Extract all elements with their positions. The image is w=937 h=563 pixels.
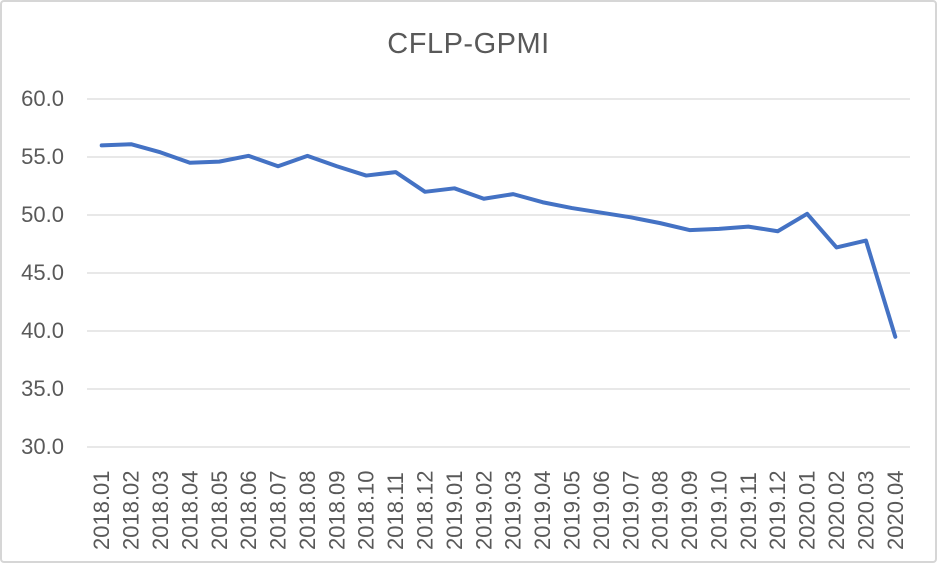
x-tick-label: 2019.09 xyxy=(677,470,702,550)
x-tick-label: 2018.11 xyxy=(383,472,408,550)
y-tick-label: 45.0 xyxy=(21,260,64,285)
x-tick-label: 2020.02 xyxy=(824,470,849,550)
x-tick-label: 2018.05 xyxy=(207,470,232,550)
y-tick-label: 40.0 xyxy=(21,318,64,343)
x-tick-label: 2018.08 xyxy=(295,470,320,550)
x-tick-label: 2019.02 xyxy=(471,470,496,550)
x-tick-label: 2019.07 xyxy=(618,470,643,550)
y-tick-label: 30.0 xyxy=(21,434,64,459)
x-tick-label: 2018.06 xyxy=(236,470,261,550)
x-tick-label: 2020.04 xyxy=(883,470,908,550)
y-tick-label: 50.0 xyxy=(21,202,64,227)
x-tick-label: 2020.01 xyxy=(795,470,820,550)
x-tick-label: 2018.02 xyxy=(119,470,144,550)
x-tick-label: 2019.06 xyxy=(589,470,614,550)
y-tick-label: 35.0 xyxy=(21,376,64,401)
x-tick-label: 2019.08 xyxy=(648,470,673,550)
x-tick-label: 2019.04 xyxy=(530,470,555,550)
x-tick-label: 2018.07 xyxy=(266,470,291,550)
x-tick-label: 2019.10 xyxy=(706,470,731,550)
y-tick-label: 55.0 xyxy=(21,144,64,169)
x-tick-label: 2018.01 xyxy=(89,470,114,550)
x-tick-label: 2019.03 xyxy=(501,470,526,550)
x-tick-label: 2018.03 xyxy=(148,470,173,550)
x-tick-label: 2020.03 xyxy=(853,470,878,550)
x-tick-label: 2018.12 xyxy=(413,470,438,550)
x-tick-label: 2019.05 xyxy=(559,470,584,550)
x-tick-label: 2019.12 xyxy=(765,470,790,550)
y-tick-label: 60.0 xyxy=(21,86,64,111)
chart-title: CFLP-GPMI xyxy=(387,28,550,60)
x-tick-label: 2018.09 xyxy=(324,470,349,550)
x-tick-label: 2018.04 xyxy=(177,470,202,550)
x-tick-label: 2019.11 xyxy=(736,472,761,550)
x-tick-label: 2018.10 xyxy=(354,470,379,550)
series-line-cflp-gpmi xyxy=(99,142,898,339)
x-tick-label: 2019.01 xyxy=(442,470,467,550)
